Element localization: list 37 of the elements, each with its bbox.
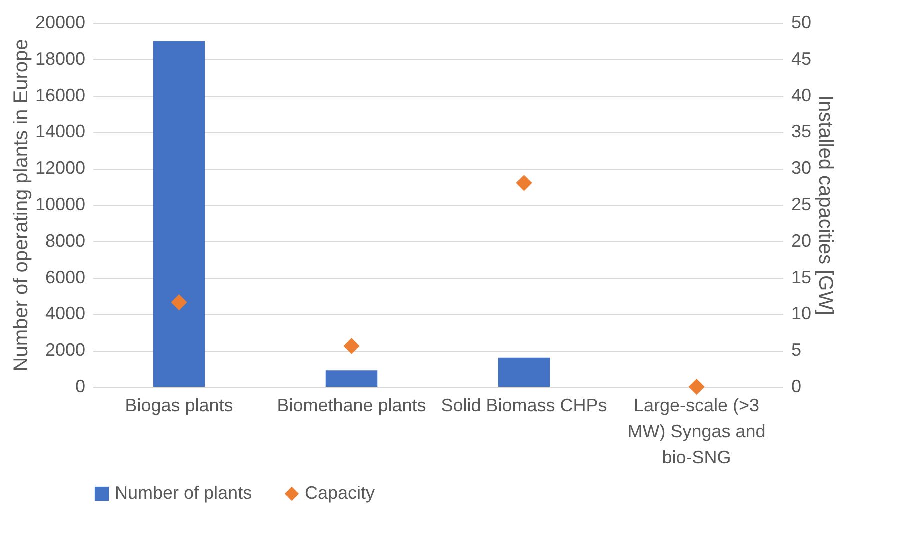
- y2-tick-label: 20: [792, 230, 812, 251]
- x-tick-label: Solid Biomass CHPs: [441, 396, 608, 416]
- y2-tick-label: 15: [792, 267, 812, 288]
- x-tick-label: Large-scale (>3 MW) Syngas and bio-SNG: [628, 396, 766, 468]
- point: [516, 175, 532, 192]
- y-tick-label: 14000: [35, 122, 86, 142]
- y2-tick-label: 50: [792, 12, 812, 32]
- y2-tick-label: 0: [792, 376, 802, 396]
- point: [688, 378, 705, 396]
- x-tick-label: Biogas plants: [125, 396, 234, 416]
- bar: [326, 370, 378, 387]
- y-tick-label: 18000: [35, 48, 86, 69]
- y-tick-label: 6000: [45, 267, 86, 288]
- y-tick-label: 16000: [35, 85, 86, 106]
- bar: [498, 358, 550, 387]
- y-tick-label: 10000: [35, 194, 86, 214]
- y2-tick-label: 5: [792, 340, 802, 360]
- legend-label: Capacity: [305, 483, 376, 503]
- y-tick-label: 12000: [35, 158, 86, 178]
- y-tick-label: 0: [75, 376, 86, 396]
- y2-tick-label: 10: [792, 304, 812, 324]
- y2-tick-label: 35: [792, 122, 812, 142]
- y2-tick-label: 25: [792, 194, 812, 214]
- y2-tick-label: 45: [792, 48, 812, 69]
- y2-axis-title: Installed capacities [GW]: [814, 95, 837, 316]
- point: [171, 294, 188, 311]
- y-tick-label: 8000: [45, 230, 86, 251]
- x-tick-label: Biomethane plants: [277, 396, 426, 416]
- legend-label: Number of plants: [115, 483, 252, 503]
- y-tick-label: 2000: [45, 340, 86, 360]
- y-axis-title: Number of operating plants in Europe: [10, 39, 32, 372]
- point: [344, 338, 360, 354]
- y-tick-label: 20000: [35, 12, 86, 32]
- y2-tick-label: 30: [792, 158, 812, 178]
- bar: [153, 41, 206, 387]
- y2-tick-label: 40: [792, 85, 812, 106]
- y-tick-label: 4000: [45, 304, 86, 324]
